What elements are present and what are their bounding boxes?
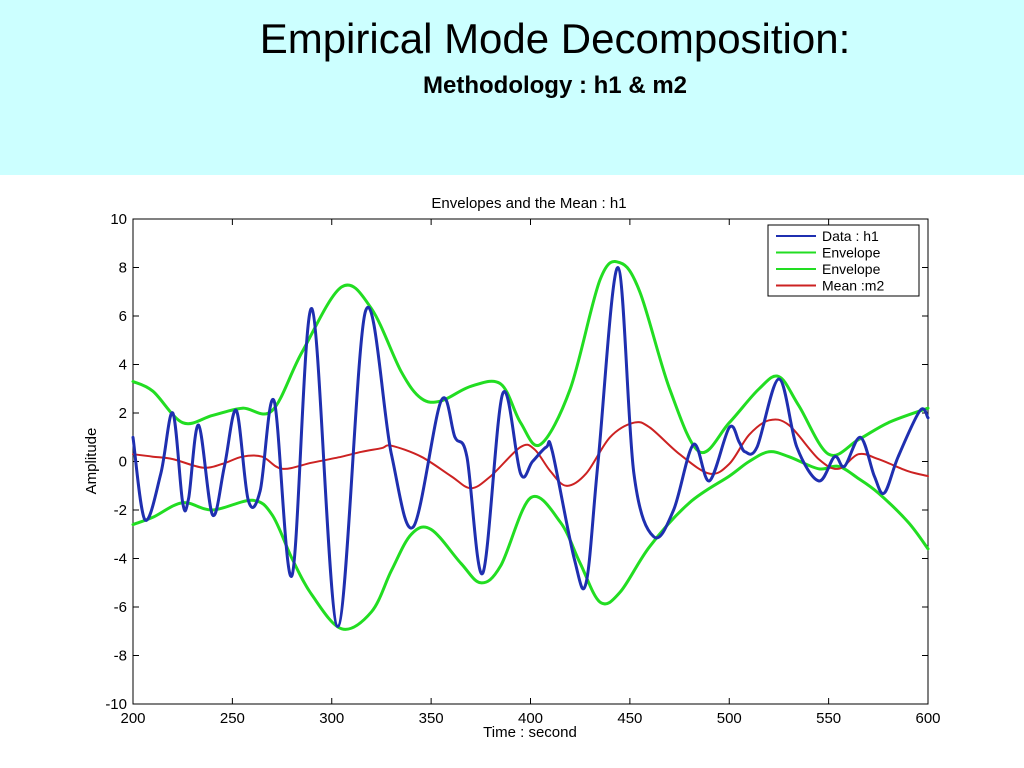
legend-label: Data : h1 <box>822 228 879 244</box>
y-axis-label: Amplitude <box>83 428 100 495</box>
x-tick-label: 400 <box>518 710 543 727</box>
axis-ticks: 200 250 300 350 400 450 500 550 600 10 8 6 4 2 0 -2 -4 -6… <box>105 211 940 727</box>
x-tick-label: 200 <box>120 710 145 727</box>
y-tick-label: -6 <box>114 599 127 616</box>
y-tick-label: -8 <box>114 648 127 665</box>
y-tick-label: -10 <box>105 696 127 713</box>
slide-header: Empirical Mode Decomposition: Methodolog… <box>0 0 1024 175</box>
series-line-3 <box>132 418 929 490</box>
y-tick-label: 10 <box>110 211 127 228</box>
series-layer <box>131 260 930 631</box>
chart: Envelopes and the Mean : h1 200 250 300 350… <box>83 195 941 741</box>
y-tick-label: 8 <box>119 260 127 277</box>
y-tick-label: 2 <box>119 405 127 422</box>
x-tick-label: 300 <box>319 710 344 727</box>
series-line-2 <box>131 450 930 631</box>
x-tick-label: 450 <box>617 710 642 727</box>
y-tick-label: 6 <box>119 308 127 325</box>
y-tick-label: 0 <box>119 454 127 471</box>
x-tick-label: 550 <box>816 710 841 727</box>
slide-title: Empirical Mode Decomposition: <box>259 15 851 62</box>
x-tick-label: 600 <box>915 710 940 727</box>
y-tick-label: 4 <box>119 357 127 374</box>
legend-label: Envelope <box>822 261 881 277</box>
series-line-0 <box>131 265 930 628</box>
series-line-1 <box>131 260 930 457</box>
slide-subtitle: Methodology : h1 & m2 <box>423 72 687 99</box>
chart-title: Envelopes and the Mean : h1 <box>431 195 626 212</box>
x-tick-label: 250 <box>220 710 245 727</box>
y-tick-label: -2 <box>114 502 127 519</box>
legend-label: Mean :m2 <box>822 278 884 294</box>
x-tick-label: 350 <box>419 710 444 727</box>
y-tick-label: -4 <box>114 551 127 568</box>
x-axis-label: Time : second <box>483 724 577 741</box>
x-tick-label: 500 <box>717 710 742 727</box>
legend-label: Envelope <box>822 245 881 261</box>
